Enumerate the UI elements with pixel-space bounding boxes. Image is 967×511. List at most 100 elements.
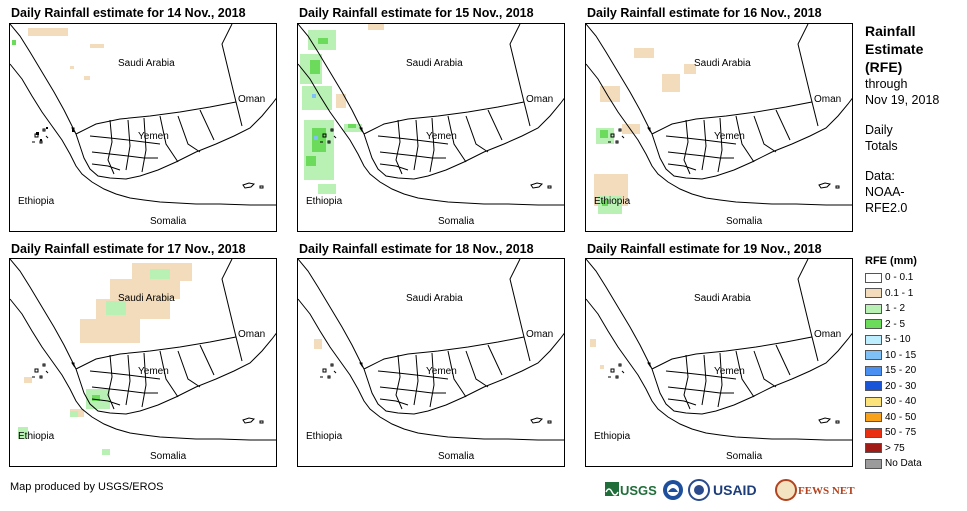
panel-title: Daily Rainfall estimate for 17 Nov., 201…	[11, 242, 246, 256]
country-label-saudi-arabia: Saudi Arabia	[694, 293, 751, 304]
usaid-logo: USAID	[713, 482, 757, 498]
legend-item: 1 - 2	[865, 301, 922, 317]
panel-title: Daily Rainfall estimate for 19 Nov., 201…	[587, 242, 822, 256]
legend-label: 10 - 15	[885, 349, 917, 361]
side-title-line: Estimate	[865, 41, 924, 57]
legend-swatch	[865, 303, 882, 314]
legend-swatch	[865, 334, 882, 345]
country-label-somalia: Somalia	[438, 216, 475, 227]
country-label-ethiopia: Ethiopia	[18, 431, 55, 442]
legend-item: 0 - 0.1	[865, 270, 922, 286]
legend-swatch	[865, 396, 882, 407]
legend-label: 1 - 2	[885, 303, 906, 315]
country-label-yemen: Yemen	[138, 131, 169, 142]
legend-title: RFE (mm)	[865, 255, 917, 267]
side-daily: Daily	[865, 123, 893, 137]
usgs-logo-text: USGS	[620, 483, 657, 498]
country-label-yemen: Yemen	[714, 366, 745, 377]
side-totals: Totals	[865, 139, 898, 153]
country-label-somalia: Somalia	[150, 216, 187, 227]
side-data-label: Data:	[865, 169, 895, 183]
country-label-ethiopia: Ethiopia	[594, 196, 631, 207]
country-label-oman: Oman	[526, 94, 554, 105]
legend-label: No Data	[885, 458, 922, 470]
legend-swatch	[865, 272, 882, 283]
rainfall-map: Saudi Arabia Oman Yemen Ethiopia Somalia	[585, 23, 853, 232]
side-source-line: RFE2.0	[865, 201, 908, 215]
country-label-ethiopia: Ethiopia	[18, 196, 55, 207]
legend-swatch	[865, 443, 882, 454]
rainfall-map: Saudi Arabia Oman Yemen Ethiopia Somalia	[9, 23, 277, 232]
legend-swatch	[865, 319, 882, 330]
panel-title: Daily Rainfall estimate for 18 Nov., 201…	[299, 242, 534, 256]
legend-label: 15 - 20	[885, 365, 917, 377]
country-label-somalia: Somalia	[726, 216, 763, 227]
country-label-saudi-arabia: Saudi Arabia	[118, 58, 175, 69]
legend-swatch	[865, 381, 882, 392]
country-label-oman: Oman	[238, 94, 266, 105]
country-label-ethiopia: Ethiopia	[306, 431, 343, 442]
country-label-saudi-arabia: Saudi Arabia	[406, 293, 463, 304]
legend-swatch	[865, 412, 882, 423]
panel-title: Daily Rainfall estimate for 16 Nov., 201…	[587, 6, 822, 20]
country-label-yemen: Yemen	[138, 366, 169, 377]
country-label-oman: Oman	[814, 329, 842, 340]
country-label-oman: Oman	[238, 329, 266, 340]
fewsnet-logo-text: FEWS NET	[798, 485, 855, 497]
rainfall-map: Saudi Arabia Oman Yemen Ethiopia Somalia	[9, 258, 277, 467]
legend-item: 20 - 30	[865, 379, 922, 395]
dhs-seal-logo	[688, 479, 710, 501]
legend-label: 0 - 0.1	[885, 272, 914, 284]
legend-label: 20 - 30	[885, 380, 917, 392]
rainfall-map: Saudi Arabia Oman Yemen Ethiopia Somalia	[297, 23, 565, 232]
legend-item: 40 - 50	[865, 410, 922, 426]
country-label-yemen: Yemen	[426, 131, 457, 142]
country-label-somalia: Somalia	[150, 451, 187, 462]
panel-title: Daily Rainfall estimate for 15 Nov., 201…	[299, 6, 534, 20]
legend-item: > 75	[865, 441, 922, 457]
legend-swatch	[865, 458, 882, 469]
legend-label: 50 - 75	[885, 427, 917, 439]
legend-item: 10 - 15	[865, 348, 922, 364]
side-title-line: Rainfall	[865, 23, 916, 39]
country-label-yemen: Yemen	[714, 131, 745, 142]
legend-swatch	[865, 427, 882, 438]
legend-item: 2 - 5	[865, 317, 922, 333]
country-label-oman: Oman	[526, 329, 554, 340]
legend-label: 2 - 5	[885, 318, 906, 330]
legend-label: > 75	[885, 442, 905, 454]
legend-item: 30 - 40	[865, 394, 922, 410]
country-label-oman: Oman	[814, 94, 842, 105]
country-label-ethiopia: Ethiopia	[306, 196, 343, 207]
country-label-somalia: Somalia	[438, 451, 475, 462]
country-label-saudi-arabia: Saudi Arabia	[406, 58, 463, 69]
country-label-yemen: Yemen	[426, 366, 457, 377]
country-label-saudi-arabia: Saudi Arabia	[118, 293, 175, 304]
side-source-line: NOAA-	[865, 185, 905, 199]
country-label-saudi-arabia: Saudi Arabia	[694, 58, 751, 69]
side-date: Nov 19, 2018	[865, 93, 940, 107]
side-title-line: (RFE)	[865, 59, 903, 75]
legend-item: 15 - 20	[865, 363, 922, 379]
legend: RFE (mm) 0 - 0.1 0.1 - 1 1 - 2 2 - 5 5 - 10 1…	[865, 255, 922, 472]
legend-swatch	[865, 365, 882, 376]
side-info: Rainfall Estimate (RFE) through Nov 19, …	[865, 22, 939, 216]
legend-item: 50 - 75	[865, 425, 922, 441]
logo-bar: USGS USAID FEWS NET	[605, 478, 855, 504]
rainfall-map: Saudi Arabia Oman Yemen Ethiopia Somalia	[585, 258, 853, 467]
credit-text: Map produced by USGS/EROS	[10, 481, 164, 493]
legend-swatch	[865, 288, 882, 299]
legend-item: 5 - 10	[865, 332, 922, 348]
usgs-logo: USGS	[605, 482, 657, 498]
fewsnet-logo: FEWS NET	[775, 479, 855, 501]
legend-swatch	[865, 350, 882, 361]
country-label-somalia: Somalia	[726, 451, 763, 462]
side-through: through	[865, 77, 908, 91]
country-label-ethiopia: Ethiopia	[594, 431, 631, 442]
legend-label: 30 - 40	[885, 396, 917, 408]
usaid-logo-text: USAID	[713, 482, 757, 498]
rainfall-map: Saudi Arabia Oman Yemen Ethiopia Somalia	[297, 258, 565, 467]
legend-label: 40 - 50	[885, 411, 917, 423]
noaa-logo	[663, 480, 683, 500]
panel-title: Daily Rainfall estimate for 14 Nov., 201…	[11, 6, 246, 20]
